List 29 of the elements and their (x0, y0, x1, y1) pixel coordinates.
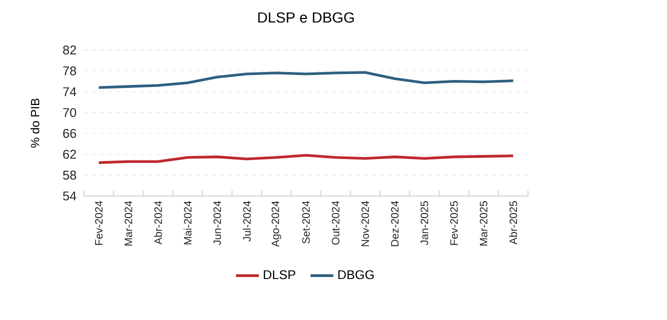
x-tick-label: Abr-2024 (154, 201, 162, 245)
y-tick-label: 70 (63, 108, 76, 118)
legend-label: DBGG (338, 270, 374, 280)
chart-title: DLSP e DBGG (258, 12, 354, 23)
x-tick-label: Out-2024 (332, 201, 340, 245)
y-axis-title: % do PIB (30, 98, 40, 148)
x-tick-label: Dez-2024 (391, 201, 399, 246)
x-tick-label: Abr-2025 (509, 201, 518, 245)
x-tick-label: Fev-2024 (95, 201, 103, 245)
x-tick-label: Jun-2024 (213, 201, 221, 246)
line-series (97, 71, 515, 89)
x-tick-label: Nov-2024 (361, 201, 369, 246)
x-tick-label: Jan-2025 (420, 201, 428, 246)
x-tick-label: Jul-2024 (242, 201, 251, 242)
y-tick-label: 66 (63, 128, 76, 138)
x-tick-label: Mai-2024 (184, 201, 192, 244)
y-tick-label: 74 (63, 87, 76, 96)
y-tick-label: 54 (63, 192, 76, 200)
x-tick-label: Mar-2025 (480, 201, 488, 246)
x-tick-label: Mar-2024 (124, 201, 132, 246)
y-tick-label: 78 (63, 66, 76, 76)
y-tick-label: 62 (63, 150, 76, 159)
x-tick-label: Ago-2024 (272, 201, 282, 247)
x-tick-label: Fev-2025 (450, 201, 458, 245)
y-tick-label: 82 (63, 46, 76, 54)
y-tick-label: 58 (63, 170, 76, 180)
x-tick-label: Set-2024 (302, 201, 310, 244)
legend-label: DLSP (264, 270, 296, 280)
line-series (97, 154, 515, 164)
